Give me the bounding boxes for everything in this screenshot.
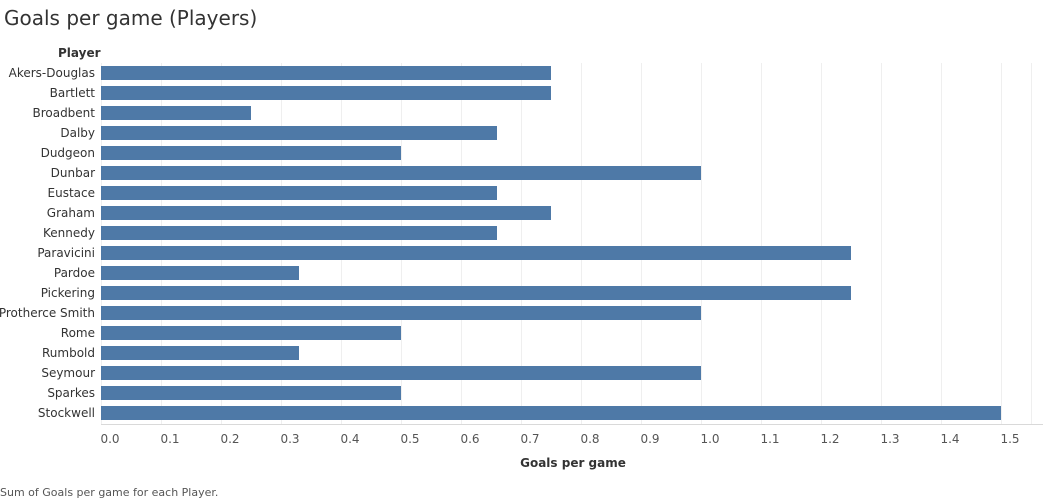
category-label: Dalby <box>60 126 95 140</box>
category-label: Paravicini <box>37 246 95 260</box>
x-tick-label: 0.8 <box>580 432 599 446</box>
bar-akers-douglas <box>101 66 551 80</box>
category-label: Stockwell <box>38 406 95 420</box>
x-tick-label: 0.1 <box>160 432 179 446</box>
x-tick-label: 0.5 <box>400 432 419 446</box>
bar-graham <box>101 206 551 220</box>
bar-rome <box>101 326 401 340</box>
x-tick-label: 0.7 <box>520 432 539 446</box>
x-tick-label: 0.6 <box>460 432 479 446</box>
category-label: Graham <box>47 206 95 220</box>
category-label: Rumbold <box>42 346 95 360</box>
x-tick-label: 1.4 <box>940 432 959 446</box>
category-label: Pickering <box>41 286 95 300</box>
category-label: Kennedy <box>43 226 95 240</box>
bar-pardoe <box>101 266 299 280</box>
bar-pickering <box>101 286 851 300</box>
category-label: Akers-Douglas <box>9 66 95 80</box>
footnote: Sum of Goals per game for each Player. <box>0 486 219 499</box>
bar-seymour <box>101 366 701 380</box>
bar-sparkes <box>101 386 401 400</box>
bar-stockwell <box>101 406 1001 420</box>
bar-kennedy <box>101 226 497 240</box>
category-label: Broadbent <box>32 106 95 120</box>
x-axis-title: Goals per game <box>520 456 626 470</box>
category-label: Sparkes <box>47 386 95 400</box>
bar-bartlett <box>101 86 551 100</box>
x-tick-label: 1.1 <box>760 432 779 446</box>
x-tick-label: 0.3 <box>280 432 299 446</box>
x-tick-label: 0.2 <box>220 432 239 446</box>
row-header-player: Player <box>58 46 101 60</box>
bar-protherce-smith <box>101 306 701 320</box>
category-label: Pardoe <box>54 266 95 280</box>
category-label: Bartlett <box>50 86 96 100</box>
x-tick-label: 1.5 <box>1000 432 1019 446</box>
bar-rumbold <box>101 346 299 360</box>
bar-dalby <box>101 126 497 140</box>
x-tick-label: 1.3 <box>880 432 899 446</box>
x-tick-label: 1.2 <box>820 432 839 446</box>
category-label: Protherce Smith <box>0 306 95 320</box>
category-label: Dunbar <box>51 166 95 180</box>
bar-paravicini <box>101 246 851 260</box>
chart-title: Goals per game (Players) <box>4 6 258 30</box>
x-tick-label: 1.0 <box>700 432 719 446</box>
category-label: Eustace <box>48 186 95 200</box>
category-label: Seymour <box>41 366 95 380</box>
bar-dunbar <box>101 166 701 180</box>
category-label: Rome <box>61 326 95 340</box>
bar-dudgeon <box>101 146 401 160</box>
bar-broadbent <box>101 106 251 120</box>
x-tick-label: 0.0 <box>100 432 119 446</box>
bar-chart: Akers-Douglas Bartlett Broadbent Dalby Dudge… <box>0 63 1043 470</box>
x-tick-label: 0.9 <box>640 432 659 446</box>
x-tick-label: 0.4 <box>340 432 359 446</box>
bar-eustace <box>101 186 497 200</box>
category-label: Dudgeon <box>41 146 95 160</box>
